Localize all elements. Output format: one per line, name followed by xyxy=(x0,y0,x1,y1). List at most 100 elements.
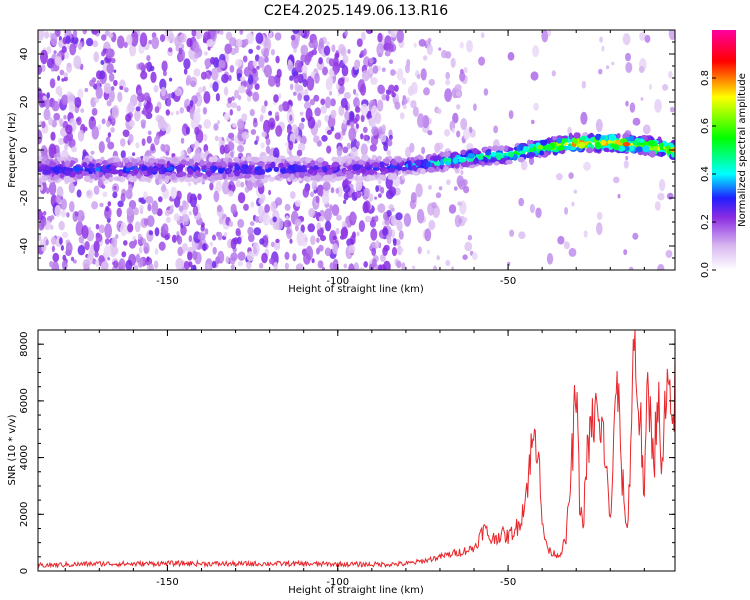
noise-cell xyxy=(134,109,141,122)
noise-cell xyxy=(204,228,209,235)
noise-cell xyxy=(438,186,443,191)
signal-cell xyxy=(108,157,114,164)
noise-cell xyxy=(237,261,243,267)
noise-cell xyxy=(287,99,293,105)
noise-cell xyxy=(235,230,241,237)
noise-cell xyxy=(622,33,631,45)
noise-cell xyxy=(342,119,347,125)
snr-background xyxy=(38,330,675,571)
noise-cell xyxy=(270,241,275,248)
noise-cell xyxy=(297,73,304,84)
signal-cell xyxy=(267,167,273,172)
snr-ylabel: SNR (10 * v/v) xyxy=(7,414,18,485)
colorbar-tick-label: 0.0 xyxy=(700,262,711,278)
noise-cell xyxy=(80,108,85,113)
colorbar: 0.0 0.2 0.4 0.6 0.8 Normalized spectral ampl… xyxy=(700,30,748,278)
noise-cell xyxy=(141,238,147,245)
noise-cell xyxy=(374,196,378,200)
noise-cell xyxy=(381,124,386,133)
noise-cell xyxy=(50,131,56,141)
signal-cell xyxy=(307,169,314,174)
snr-xtick-label: -150 xyxy=(156,577,179,588)
noise-cell xyxy=(90,150,95,155)
noise-cell xyxy=(324,96,332,109)
signal-cell xyxy=(64,160,71,167)
signal-cell xyxy=(184,177,192,183)
noise-cell xyxy=(190,80,197,88)
noise-cell xyxy=(242,55,248,63)
noise-cell xyxy=(261,131,267,138)
signal-cell xyxy=(586,147,594,154)
noise-cell xyxy=(595,118,603,133)
signal-cell xyxy=(241,156,246,161)
snr-ytick-label: 4000 xyxy=(19,445,30,470)
noise-cell xyxy=(234,89,240,99)
spectrogram-xlabel: Height of straight line (km) xyxy=(288,284,424,295)
noise-cell xyxy=(158,196,163,203)
noise-cell xyxy=(58,220,65,231)
noise-cell xyxy=(180,222,184,229)
noise-cell xyxy=(556,173,563,181)
signal-cell xyxy=(552,136,557,141)
noise-cell xyxy=(363,134,369,142)
noise-cell xyxy=(330,187,335,194)
noise-cell xyxy=(248,233,255,243)
noise-cell xyxy=(563,241,570,250)
noise-cell xyxy=(204,263,211,270)
noise-cell xyxy=(38,64,43,75)
noise-cell xyxy=(60,245,64,251)
noise-cell xyxy=(187,182,192,187)
noise-cell xyxy=(61,55,65,61)
noise-cell xyxy=(355,92,359,97)
noise-cell xyxy=(293,75,300,84)
noise-cell xyxy=(164,209,170,217)
colorbar-tick-label: 0.2 xyxy=(700,214,711,230)
noise-cell xyxy=(63,76,68,82)
noise-cell xyxy=(326,76,334,86)
noise-cell xyxy=(138,100,142,108)
noise-cell xyxy=(193,68,201,77)
signal-cell xyxy=(407,160,412,167)
noise-cell xyxy=(278,93,282,99)
noise-cell xyxy=(113,260,119,269)
signal-cell xyxy=(493,161,500,166)
noise-cell xyxy=(71,36,79,45)
noise-cell xyxy=(335,227,340,235)
signal-cell xyxy=(433,160,440,166)
noise-cell xyxy=(252,91,260,102)
noise-cell xyxy=(138,62,145,71)
signal-cell xyxy=(668,142,674,148)
signal-cell xyxy=(73,165,81,173)
noise-cell xyxy=(110,57,116,64)
noise-cell xyxy=(360,114,365,123)
noise-cell xyxy=(625,155,629,161)
noise-cell xyxy=(254,140,258,145)
noise-cell xyxy=(518,197,525,207)
noise-cell xyxy=(60,94,69,106)
signal-cell xyxy=(508,152,514,158)
colorbar-label: Normalized spectral amplitude xyxy=(737,73,748,227)
noise-cell xyxy=(93,51,99,63)
spectrogram-ytick-label: 20 xyxy=(19,96,30,109)
noise-cell xyxy=(264,204,270,213)
noise-cell xyxy=(284,251,290,260)
noise-cell xyxy=(237,236,242,245)
noise-cell xyxy=(463,67,468,74)
noise-cell xyxy=(451,127,456,134)
noise-cell xyxy=(297,142,306,152)
noise-cell xyxy=(412,106,419,117)
noise-cell xyxy=(450,57,456,68)
noise-cell xyxy=(46,92,50,99)
noise-cell xyxy=(102,191,108,198)
noise-cell xyxy=(81,225,89,239)
noise-cell xyxy=(298,122,305,131)
noise-cell xyxy=(259,238,265,245)
signal-cell xyxy=(390,174,396,180)
noise-cell xyxy=(151,201,159,215)
noise-cell xyxy=(148,230,154,236)
noise-cell xyxy=(195,92,201,98)
noise-cell xyxy=(41,64,46,72)
noise-cell xyxy=(518,231,526,239)
noise-cell xyxy=(294,59,302,72)
noise-cell xyxy=(317,260,324,269)
